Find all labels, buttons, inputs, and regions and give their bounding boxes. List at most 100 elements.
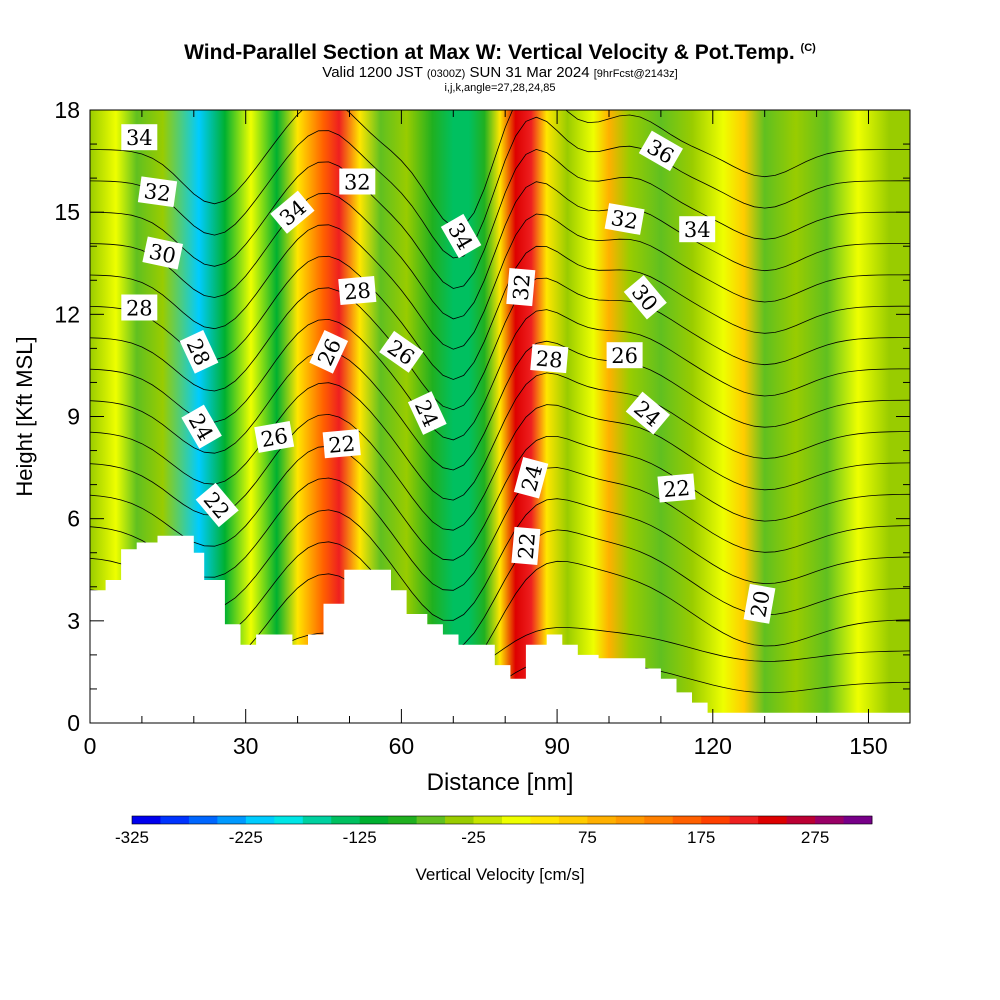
- contour-label-box: [679, 216, 716, 243]
- contour-label-box: [506, 268, 536, 307]
- contour-label-box: [638, 130, 683, 172]
- x-axis: 0 30 60 90 120 150: [84, 110, 888, 759]
- contour-label-text: 22: [514, 532, 540, 561]
- contour-label-box: [513, 457, 549, 499]
- valid-utc: (0300Z): [426, 68, 466, 80]
- colorbar-swatch: [160, 816, 190, 824]
- colorbar-swatch: [815, 816, 844, 824]
- title-copyright: (C): [800, 42, 816, 54]
- isentrope-contour: [90, 245, 910, 380]
- colorbar-swatch: [473, 816, 503, 824]
- colorbar-swatch: [188, 816, 218, 824]
- colorbar-swatch: [615, 816, 645, 824]
- contour-label-box: [137, 176, 178, 208]
- contour-label-box: [142, 236, 184, 270]
- chart-title-block: Wind-Parallel Section at Max W: Vertical…: [0, 36, 1000, 94]
- contour-label-box: [530, 344, 569, 374]
- contour-label-text: 32: [509, 273, 535, 302]
- isentrope-contour: [90, 181, 910, 320]
- colorbar-swatch: [644, 816, 674, 824]
- contour-label: 26: [606, 342, 643, 369]
- contour-label: 30: [142, 236, 184, 270]
- colorbar-swatch: [302, 816, 332, 824]
- y-tick-label: 18: [54, 97, 80, 123]
- contour-label-box: [121, 124, 158, 151]
- chart-title: Wind-Parallel Section at Max W: Vertical…: [0, 36, 1000, 65]
- contour-label-box: [440, 213, 482, 259]
- plot-area: [90, 110, 910, 723]
- contour-label-box: [270, 190, 315, 234]
- contour-label: 34: [121, 124, 158, 151]
- colorbar-swatch: [217, 816, 247, 824]
- y-tick-label: 6: [67, 506, 80, 532]
- terrain: [90, 535, 910, 723]
- x-tick-label: 60: [389, 733, 415, 759]
- colorbar-swatch: [445, 816, 474, 824]
- colorbar-swatch: [245, 816, 275, 824]
- isentrope-contour: [90, 277, 910, 411]
- contour-label: 32: [137, 176, 178, 208]
- colorbar-swatch: [701, 816, 731, 824]
- isentrope-contour: [90, 498, 910, 621]
- x-tick-label: 150: [849, 733, 887, 759]
- isentrope-contour: [90, 116, 910, 259]
- contour-label: 28: [530, 344, 569, 374]
- isentrope-contour: [90, 148, 910, 289]
- valid-prefix: Valid 1200 JST: [322, 64, 423, 81]
- y-axis: 0 3 6 9 12 15 18: [54, 97, 910, 736]
- contour-label-box: [511, 526, 541, 565]
- colorbar-swatch: [558, 816, 588, 824]
- contour-label: 34: [679, 216, 716, 243]
- contour-label-text: 28: [126, 297, 153, 321]
- colorbar-tick-label: -25: [461, 828, 486, 847]
- colorbar-tick-label: -125: [343, 828, 377, 847]
- colorbar-tick-label: 75: [578, 828, 597, 847]
- contour-label-text: 34: [126, 126, 153, 150]
- contour-label-box: [743, 583, 776, 624]
- colorbar-swatch: [843, 816, 873, 824]
- contour-label: 28: [121, 294, 158, 321]
- contour-label: 24: [513, 457, 549, 499]
- contour-label: 32: [604, 203, 645, 235]
- colorbar-swatch: [758, 816, 788, 824]
- colorbar-tick-label: -225: [229, 828, 263, 847]
- isentrope-contour: [90, 340, 910, 471]
- y-tick-label: 15: [54, 199, 80, 225]
- x-tick-label: 30: [233, 733, 259, 759]
- colorbar-swatch: [729, 816, 759, 824]
- contour-label-box: [657, 473, 696, 503]
- contour-label-box: [181, 404, 222, 449]
- colorbar-tick-label: -325: [115, 828, 149, 847]
- contour-label-box: [604, 203, 645, 235]
- contour-label-box: [379, 330, 424, 373]
- contour-label-box: [407, 391, 447, 435]
- colorbar-swatch: [359, 816, 389, 824]
- contour-label-box: [309, 329, 349, 374]
- contour-label-text: 26: [259, 424, 289, 452]
- contour-label-box: [625, 391, 671, 435]
- x-tick-label: 0: [84, 733, 97, 759]
- colorbar-swatch: [274, 816, 304, 824]
- contour-label-box: [623, 275, 667, 320]
- colorbar-swatch: [388, 816, 418, 824]
- contour-label-text: 32: [142, 179, 172, 206]
- contour-label-text: 34: [684, 218, 711, 242]
- colorbar-swatch: [786, 816, 816, 824]
- chart-subtitle: Valid 1200 JST (0300Z) SUN 31 Mar 2024 […: [0, 65, 1000, 82]
- contour-label-text: 32: [609, 206, 639, 234]
- colorbar-tick-label: 275: [801, 828, 829, 847]
- y-axis-label: Height [Kft MSL]: [12, 336, 37, 496]
- colorbar-swatch: [502, 816, 531, 824]
- colorbar-outline: [131, 815, 873, 825]
- isentrope-contour: [90, 467, 910, 591]
- colorbar-label: Vertical Velocity [cm/s]: [415, 865, 584, 884]
- contour-label-box: [254, 420, 295, 453]
- colorbar: -325 -225 -125 -25 75 175 275: [115, 815, 873, 847]
- contour-label: 22: [657, 473, 696, 503]
- isentrope-contour: [90, 372, 910, 501]
- contour-label: 26: [254, 420, 295, 453]
- y-tick-label: 9: [67, 404, 80, 430]
- colorbar-swatch: [587, 816, 617, 824]
